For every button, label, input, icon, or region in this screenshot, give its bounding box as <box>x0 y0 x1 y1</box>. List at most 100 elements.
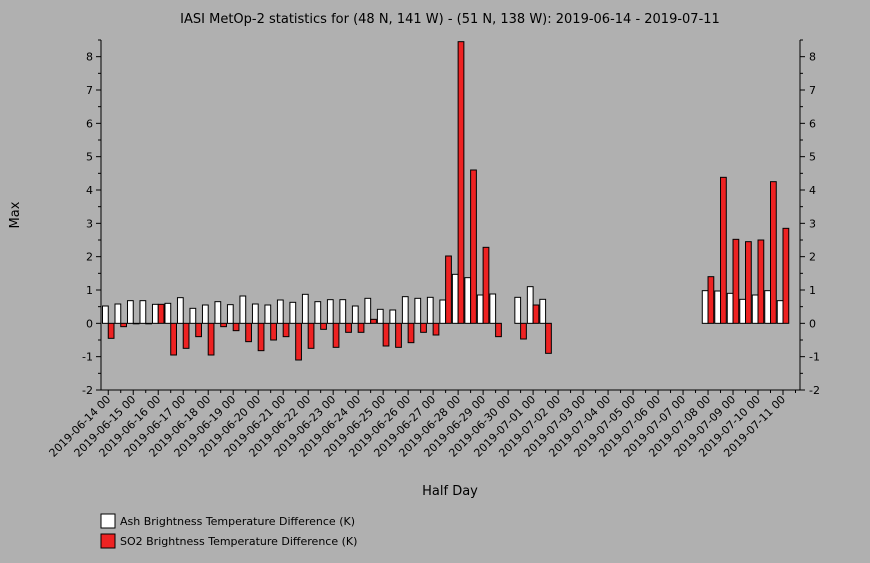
ash-bar-50 <box>726 292 734 324</box>
ash-bar-4 <box>151 303 159 324</box>
ash-bar-16 <box>301 293 309 324</box>
so2-bar-23 <box>395 322 402 348</box>
y-tick-label: 7 <box>86 84 93 97</box>
legend-label-so2: SO2 Brightness Temperature Difference (K… <box>120 535 357 548</box>
ash-bar-14 <box>276 299 284 324</box>
so2-bar-21 <box>370 318 377 324</box>
so2-bar-0 <box>107 322 115 339</box>
so2-bar-3 <box>145 322 152 325</box>
y-tick-label-right: 1 <box>809 284 816 297</box>
so2-bar-22 <box>382 322 390 347</box>
so2-bar-27 <box>445 255 452 324</box>
ash-bar-48 <box>701 290 709 324</box>
so2-bar-4 <box>157 303 165 324</box>
so2-bar-16 <box>307 322 315 349</box>
y-tick-label-right: 3 <box>809 217 816 230</box>
ash-bar-13 <box>264 304 272 324</box>
so2-bar-6 <box>182 322 190 349</box>
ash-bar-0 <box>102 305 109 324</box>
ash-bar-17 <box>314 301 322 324</box>
y-tick-label: 8 <box>86 51 93 64</box>
ash-bar-6 <box>176 297 184 324</box>
so2-bar-10 <box>232 322 240 332</box>
so2-bar-52 <box>757 239 765 324</box>
ash-bar-22 <box>376 308 384 324</box>
ash-bar-35 <box>539 298 547 324</box>
so2-bar-2 <box>132 322 140 325</box>
y-tick-label-right: 7 <box>809 84 816 97</box>
so2-bar-5 <box>170 322 177 356</box>
ash-bar-7 <box>189 307 197 324</box>
so2-bar-50 <box>732 238 740 324</box>
ash-bar-28 <box>451 273 459 324</box>
so2-bar-13 <box>270 322 277 341</box>
ash-bar-1 <box>114 303 122 324</box>
legend-swatch-so2 <box>100 533 116 549</box>
ash-bar-18 <box>326 299 334 324</box>
ash-bar-5 <box>164 302 172 324</box>
so2-bar-11 <box>245 322 252 343</box>
ash-bar-52 <box>751 294 759 324</box>
ash-bar-33 <box>514 296 522 324</box>
ash-bar-51 <box>739 298 747 324</box>
ash-bar-10 <box>226 304 234 324</box>
ash-bar-20 <box>351 305 359 324</box>
ash-bar-31 <box>489 293 497 324</box>
so2-bar-12 <box>257 322 265 352</box>
y-tick-label: 5 <box>86 151 93 164</box>
legend: Ash Brightness Temperature Difference (K… <box>100 513 357 549</box>
so2-bar-15 <box>295 322 302 361</box>
so2-bar-48 <box>707 276 715 324</box>
y-tick-label: 4 <box>86 184 93 197</box>
ash-bar-34 <box>526 286 534 324</box>
so2-bar-25 <box>420 322 427 333</box>
y-tick-label-right: 0 <box>809 317 816 330</box>
ash-bar-54 <box>776 300 784 324</box>
y-tick-label-right: -2 <box>809 384 820 397</box>
ash-bar-21 <box>364 297 372 324</box>
so2-bar-33 <box>520 322 527 340</box>
so2-bar-26 <box>432 322 440 336</box>
so2-bar-24 <box>407 322 415 344</box>
y-tick-label-right: 4 <box>809 184 816 197</box>
so2-bar-14 <box>282 322 290 338</box>
y-tick-label-right: 5 <box>809 151 816 164</box>
chart-title: IASI MetOp-2 statistics for (48 N, 141 W… <box>180 12 720 27</box>
y-tick-label: 6 <box>86 117 93 130</box>
so2-bar-49 <box>720 176 727 324</box>
so2-bar-20 <box>357 322 365 333</box>
ash-bar-2 <box>126 300 134 324</box>
ash-bar-30 <box>476 294 484 324</box>
x-axis-title: Half Day <box>422 484 478 499</box>
ash-bar-12 <box>251 303 259 324</box>
ash-bar-53 <box>764 290 772 324</box>
so2-bar-54 <box>782 227 790 324</box>
so2-bar-28 <box>457 41 465 324</box>
y-axis-title: Max <box>8 201 23 228</box>
so2-bar-31 <box>495 322 502 338</box>
y-tick-label-right: 2 <box>809 251 816 264</box>
so2-bar-29 <box>470 169 477 324</box>
so2-bar-51 <box>745 241 752 324</box>
bars-group <box>102 41 790 361</box>
y-tick-label: 0 <box>86 317 93 330</box>
so2-bar-35 <box>545 322 552 354</box>
ash-bar-19 <box>339 299 347 324</box>
ash-bar-49 <box>714 290 722 324</box>
y-tick-label: 1 <box>86 284 93 297</box>
legend-swatch-ash <box>100 513 116 529</box>
so2-bar-34 <box>532 304 540 324</box>
ash-bar-9 <box>214 301 222 324</box>
y-tick-label: 3 <box>86 217 93 230</box>
so2-bar-7 <box>195 322 202 338</box>
so2-bar-9 <box>220 322 227 328</box>
so2-bar-19 <box>345 322 352 333</box>
so2-bar-53 <box>770 181 777 324</box>
so2-bar-8 <box>207 322 215 356</box>
so2-bar-17 <box>320 322 327 330</box>
y-tick-label-right: 8 <box>809 51 816 64</box>
ash-bar-29 <box>464 277 472 324</box>
ash-bar-11 <box>239 295 247 324</box>
y-tick-label-right: -1 <box>809 351 820 364</box>
